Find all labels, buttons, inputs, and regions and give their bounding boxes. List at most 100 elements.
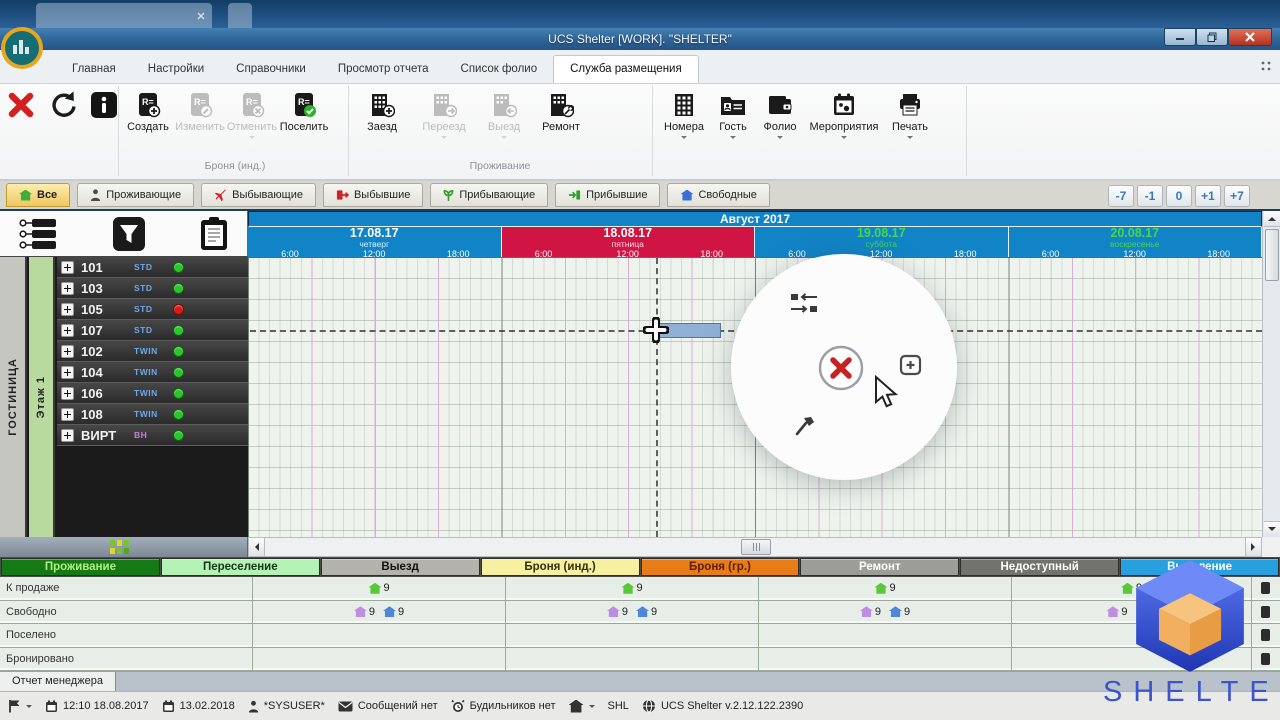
day-column-20[interactable]: 20.08.17 воскресенье 6:00 12:00 18:00 bbox=[1008, 227, 1262, 259]
new-tab-button[interactable] bbox=[228, 3, 252, 28]
dropdown-caret-icon[interactable] bbox=[907, 136, 913, 142]
filter-tab-vse[interactable]: Все bbox=[6, 183, 71, 207]
expand-icon[interactable] bbox=[61, 428, 74, 442]
refresh-icon[interactable] bbox=[48, 90, 78, 120]
info-icon[interactable] bbox=[90, 91, 118, 119]
tab-prosmotr-otcheta[interactable]: Просмотр отчета bbox=[337, 63, 429, 75]
room-row-virt[interactable]: ВИРТ ВН bbox=[57, 425, 248, 446]
tab-sluzhba-razmeshcheniya[interactable]: Служба размещения bbox=[553, 55, 699, 83]
tree-view-icon[interactable] bbox=[18, 218, 58, 250]
filter-tab-pribyvayushchie[interactable]: Прибывающие bbox=[430, 183, 549, 207]
room-status-dot bbox=[173, 366, 184, 378]
folio-button[interactable]: Фолио bbox=[756, 90, 804, 142]
dropdown-caret-icon[interactable] bbox=[501, 136, 507, 142]
add-booking-icon[interactable] bbox=[899, 353, 925, 377]
tab-spravochniki[interactable]: Справочники bbox=[236, 63, 306, 75]
dropdown-caret-icon[interactable] bbox=[441, 136, 447, 142]
room-row-106[interactable]: 106 TWIN bbox=[57, 383, 248, 404]
arrival-button[interactable]: Заезд bbox=[352, 90, 412, 133]
dropdown-caret-icon[interactable] bbox=[730, 136, 736, 142]
browser-tab[interactable] bbox=[36, 3, 212, 28]
cancel-button[interactable]: R= Отменить bbox=[226, 90, 278, 142]
room-row-103[interactable]: 103 STD bbox=[57, 278, 248, 299]
departure-button[interactable]: Выезд bbox=[476, 90, 532, 142]
minimize-button[interactable] bbox=[1164, 28, 1196, 46]
ribbon-options-icon[interactable] bbox=[1260, 60, 1272, 72]
dropdown-caret-icon[interactable] bbox=[777, 136, 783, 142]
horizontal-scrollbar[interactable] bbox=[248, 537, 1262, 557]
expand-icon[interactable] bbox=[61, 260, 74, 274]
dropdown-caret-icon[interactable] bbox=[249, 136, 255, 142]
day-weekday: пятница bbox=[611, 239, 644, 249]
filter-tab-vybyvayushchie[interactable]: Выбывающие bbox=[201, 183, 316, 207]
filter-tab-prozhivayushchie[interactable]: Проживающие bbox=[77, 183, 195, 207]
scroll-right-button[interactable] bbox=[1245, 538, 1261, 556]
expand-icon[interactable] bbox=[61, 407, 74, 421]
rooms-button[interactable]: Номера bbox=[658, 90, 710, 142]
nav-plus7-button[interactable]: +7 bbox=[1224, 185, 1250, 207]
dropdown-caret-icon[interactable] bbox=[841, 136, 847, 142]
expand-icon[interactable] bbox=[61, 386, 74, 400]
transfer-button[interactable]: Переезд bbox=[412, 90, 476, 142]
grid-view-icon[interactable] bbox=[110, 539, 130, 555]
version-info: UCS Shelter v.2.12.122.2390 bbox=[642, 699, 803, 713]
room-row-102[interactable]: 102 TWIN bbox=[57, 341, 248, 362]
filter-tab-svobodnye[interactable]: Свободные bbox=[667, 183, 770, 207]
day-header-row: 17.08.17 четверг 6:00 12:00 18:00 18.08.17… bbox=[248, 227, 1262, 259]
tab-spisok-folio[interactable]: Список фолио bbox=[460, 63, 538, 75]
room-row-105[interactable]: 105 STD bbox=[57, 299, 248, 320]
room-row-108[interactable]: 108 TWIN bbox=[57, 404, 248, 425]
room-row-101[interactable]: 101 STD bbox=[57, 257, 248, 278]
tab-close-icon[interactable] bbox=[197, 12, 205, 20]
nav-minus1-button[interactable]: -1 bbox=[1137, 185, 1163, 207]
expand-icon[interactable] bbox=[61, 302, 74, 316]
vertical-scrollbar[interactable] bbox=[1262, 211, 1280, 537]
room-row-104[interactable]: 104 TWIN bbox=[57, 362, 248, 383]
horizontal-scroll-thumb[interactable] bbox=[741, 539, 771, 555]
day-column-18-current[interactable]: 18.08.17 пятница 6:00 12:00 18:00 bbox=[501, 227, 755, 259]
nav-plus1-button[interactable]: +1 bbox=[1195, 185, 1221, 207]
nav-minus7-button[interactable]: -7 bbox=[1108, 185, 1134, 207]
app-logo bbox=[0, 26, 44, 70]
scroll-up-button[interactable] bbox=[1263, 211, 1280, 227]
filter-tab-vybyvshie[interactable]: Выбывшие bbox=[322, 183, 424, 207]
manager-report-tab[interactable]: Отчет менеджера bbox=[0, 672, 116, 692]
create-button[interactable]: R= Создать bbox=[122, 90, 174, 133]
close-app-icon[interactable] bbox=[6, 90, 36, 120]
restore-button[interactable] bbox=[1196, 28, 1228, 46]
room-status-dot bbox=[173, 282, 184, 294]
filter-tab-pribyvshie[interactable]: Прибывшие bbox=[555, 183, 661, 207]
scroll-down-button[interactable] bbox=[1263, 521, 1280, 537]
day-column-19[interactable]: 19.08.17 суббота 6:00 12:00 18:00 bbox=[755, 227, 1009, 259]
print-button[interactable]: Печать bbox=[884, 90, 936, 142]
scroll-left-button[interactable] bbox=[249, 538, 265, 556]
home-menu[interactable] bbox=[568, 699, 595, 713]
nav-today-button[interactable]: 0 bbox=[1166, 185, 1192, 207]
vertical-scroll-thumb[interactable] bbox=[1264, 229, 1279, 281]
edit-button[interactable]: R= Изменить bbox=[174, 90, 226, 133]
tab-glavnaya[interactable]: Главная bbox=[72, 63, 116, 75]
repair-button[interactable]: Ремонт bbox=[532, 90, 590, 133]
tab-nastroyki[interactable]: Настройки bbox=[147, 63, 205, 75]
status-legend: Проживание Переселение Выезд Броня (инд.… bbox=[0, 557, 1280, 577]
expand-icon[interactable] bbox=[61, 365, 74, 379]
close-button[interactable] bbox=[1228, 28, 1272, 46]
clipboard-icon[interactable] bbox=[199, 216, 229, 252]
cancel-action-button[interactable] bbox=[817, 344, 865, 392]
expand-icon[interactable] bbox=[61, 323, 74, 337]
day-column-17[interactable]: 17.08.17 четверг 6:00 12:00 18:00 bbox=[248, 227, 502, 259]
room-type: STD bbox=[134, 262, 153, 272]
expand-icon[interactable] bbox=[61, 281, 74, 295]
guest-button[interactable]: Гость bbox=[710, 90, 756, 142]
person-icon bbox=[248, 700, 258, 712]
dropdown-caret-icon[interactable] bbox=[681, 136, 687, 142]
repair-tool-icon[interactable] bbox=[793, 414, 817, 438]
checkin-booking-button[interactable]: R= Поселить bbox=[278, 90, 330, 133]
flag-menu[interactable] bbox=[8, 699, 32, 713]
move-booking-icon[interactable] bbox=[789, 292, 819, 314]
filter-tab-bar: Все Проживающие Выбывающие Выбывшие Приб… bbox=[0, 181, 1280, 211]
filter-funnel-icon[interactable] bbox=[112, 216, 146, 252]
room-row-107[interactable]: 107 STD bbox=[57, 320, 248, 341]
expand-icon[interactable] bbox=[61, 344, 74, 358]
events-button[interactable]: Мероприятия bbox=[804, 90, 884, 142]
